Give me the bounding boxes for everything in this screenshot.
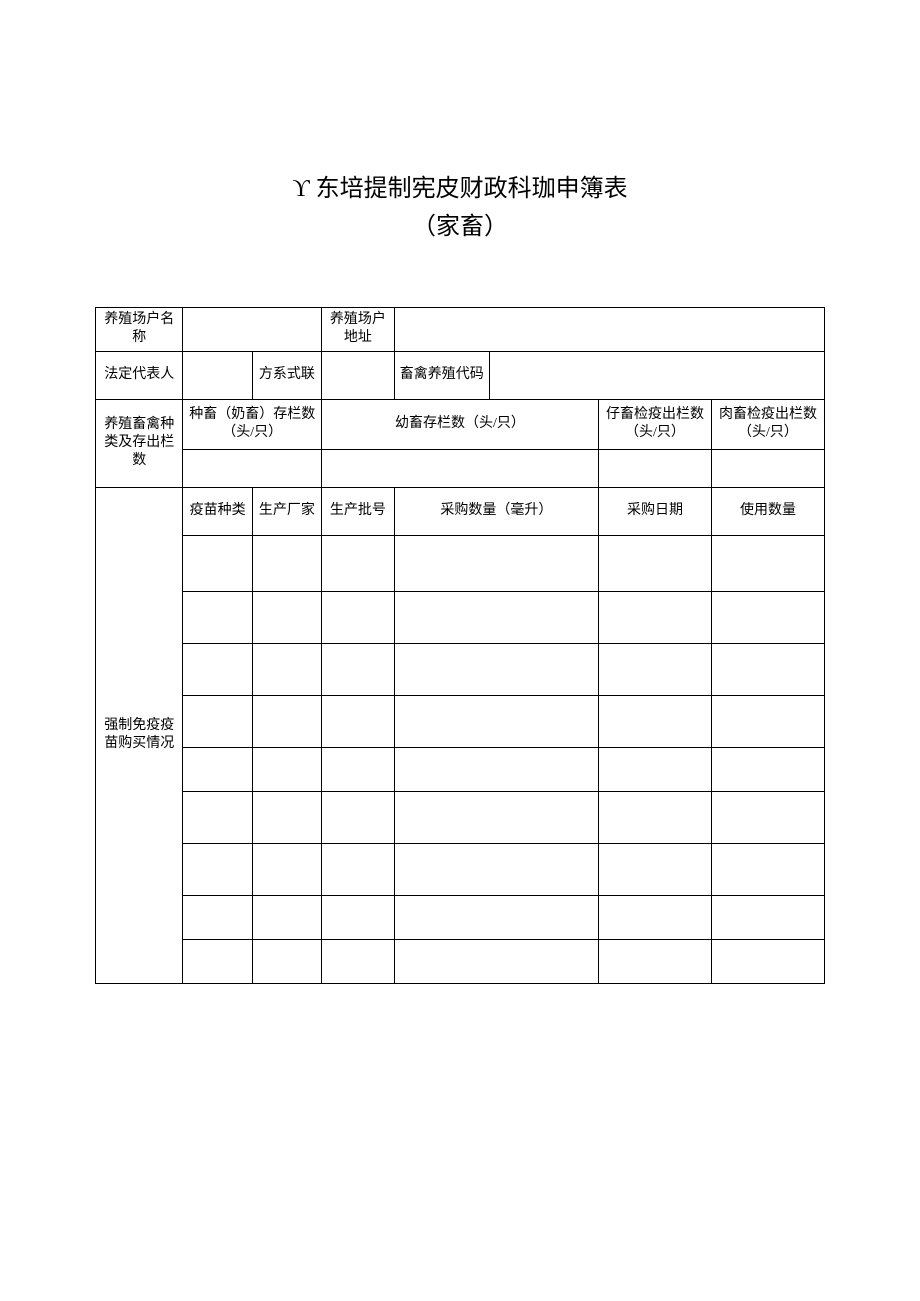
cell-v1-manufacturer	[252, 535, 321, 591]
cell-v1-batch	[321, 535, 394, 591]
cell-v6-manufacturer	[252, 791, 321, 843]
cell-meat-quarantine	[711, 449, 824, 487]
row-vaccine-7	[96, 843, 825, 895]
cell-v7-usage	[711, 843, 824, 895]
cell-v2-manufacturer	[252, 591, 321, 643]
cell-farm-name	[183, 307, 322, 351]
label-vaccine-purchase: 强制免疫疫苗购买情况	[96, 487, 183, 983]
row-farm-name: 养殖场户名称 养殖场户地址	[96, 307, 825, 351]
cell-v6-type	[183, 791, 252, 843]
label-species-stock: 养殖畜禽种类及存出栏数	[96, 399, 183, 487]
cell-v4-batch	[321, 695, 394, 747]
cell-v6-batch	[321, 791, 394, 843]
cell-v1-date	[598, 535, 711, 591]
cell-v6-date	[598, 791, 711, 843]
cell-v7-qty	[394, 843, 598, 895]
cell-v5-type	[183, 747, 252, 791]
cell-piglet-quarantine	[598, 449, 711, 487]
cell-legal-rep	[183, 351, 252, 399]
cell-v9-date	[598, 939, 711, 983]
label-piglet-quarantine: 仔畜检疫出栏数（头/只）	[598, 399, 711, 449]
label-purchase-qty: 采购数量（毫升）	[394, 487, 598, 535]
cell-v8-type	[183, 895, 252, 939]
cell-v5-batch	[321, 747, 394, 791]
cell-v7-type	[183, 843, 252, 895]
cell-v2-type	[183, 591, 252, 643]
row-vaccine-2	[96, 591, 825, 643]
cell-v5-qty	[394, 747, 598, 791]
row-vaccine-6	[96, 791, 825, 843]
title-block: ϒ 东培提制宪皮财政科珈申簿表 （家畜）	[95, 170, 825, 247]
cell-v3-batch	[321, 643, 394, 695]
cell-v1-qty	[394, 535, 598, 591]
label-batch-no: 生产批号	[321, 487, 394, 535]
cell-v4-manufacturer	[252, 695, 321, 747]
row-vaccine-5	[96, 747, 825, 791]
label-meat-quarantine: 肉畜检疫出栏数（头/只）	[711, 399, 824, 449]
page: ϒ 东培提制宪皮财政科珈申簿表 （家畜） 养殖场户名称 养殖场户地址 法定代表人…	[0, 0, 920, 984]
label-purchase-date: 采购日期	[598, 487, 711, 535]
label-breeding-stock: 种畜（奶畜）存栏数（头/只）	[183, 399, 322, 449]
title-line1: ϒ 东培提制宪皮财政科珈申簿表	[95, 170, 825, 208]
cell-v8-batch	[321, 895, 394, 939]
row-vaccine-header: 强制免疫疫苗购买情况 疫苗种类 生产厂家 生产批号 采购数量（毫升） 采购日期 …	[96, 487, 825, 535]
row-vaccine-3	[96, 643, 825, 695]
cell-v3-type	[183, 643, 252, 695]
cell-v7-date	[598, 843, 711, 895]
row-legal-rep: 法定代表人 方系式联 畜禽养殖代码	[96, 351, 825, 399]
cell-v4-qty	[394, 695, 598, 747]
cell-v3-manufacturer	[252, 643, 321, 695]
cell-farm-address	[394, 307, 824, 351]
cell-v4-date	[598, 695, 711, 747]
cell-v3-qty	[394, 643, 598, 695]
cell-v2-batch	[321, 591, 394, 643]
cell-v2-date	[598, 591, 711, 643]
cell-v4-type	[183, 695, 252, 747]
cell-v9-batch	[321, 939, 394, 983]
label-usage-qty: 使用数量	[711, 487, 824, 535]
row-stock-headers: 养殖畜禽种类及存出栏数 种畜（奶畜）存栏数（头/只） 幼畜存栏数（头/只） 仔畜…	[96, 399, 825, 449]
row-stock-values	[96, 449, 825, 487]
cell-v1-type	[183, 535, 252, 591]
cell-v6-qty	[394, 791, 598, 843]
cell-v4-usage	[711, 695, 824, 747]
cell-young-stock	[321, 449, 598, 487]
cell-v3-usage	[711, 643, 824, 695]
cell-v7-batch	[321, 843, 394, 895]
cell-v2-usage	[711, 591, 824, 643]
cell-v6-usage	[711, 791, 824, 843]
cell-v2-qty	[394, 591, 598, 643]
cell-v8-usage	[711, 895, 824, 939]
label-young-stock: 幼畜存栏数（头/只）	[321, 399, 598, 449]
cell-v3-date	[598, 643, 711, 695]
cell-v5-manufacturer	[252, 747, 321, 791]
label-farm-address: 养殖场户地址	[321, 307, 394, 351]
cell-v5-date	[598, 747, 711, 791]
cell-breeding-stock	[183, 449, 322, 487]
cell-v5-usage	[711, 747, 824, 791]
row-vaccine-9	[96, 939, 825, 983]
row-vaccine-8	[96, 895, 825, 939]
label-vaccine-type: 疫苗种类	[183, 487, 252, 535]
cell-contact-method	[321, 351, 394, 399]
cell-v7-manufacturer	[252, 843, 321, 895]
label-manufacturer: 生产厂家	[252, 487, 321, 535]
cell-v9-usage	[711, 939, 824, 983]
cell-v8-date	[598, 895, 711, 939]
row-vaccine-4	[96, 695, 825, 747]
label-farm-name: 养殖场户名称	[96, 307, 183, 351]
form-table: 养殖场户名称 养殖场户地址 法定代表人 方系式联 畜禽养殖代码 养殖畜禽种类及存…	[95, 307, 825, 984]
row-vaccine-1	[96, 535, 825, 591]
cell-v8-qty	[394, 895, 598, 939]
cell-v9-qty	[394, 939, 598, 983]
title-line2: （家畜）	[95, 208, 825, 246]
label-contact-method: 方系式联	[252, 351, 321, 399]
cell-v1-usage	[711, 535, 824, 591]
cell-breeding-code	[489, 351, 824, 399]
cell-v9-manufacturer	[252, 939, 321, 983]
label-legal-rep: 法定代表人	[96, 351, 183, 399]
cell-v8-manufacturer	[252, 895, 321, 939]
cell-v9-type	[183, 939, 252, 983]
label-breeding-code: 畜禽养殖代码	[394, 351, 489, 399]
